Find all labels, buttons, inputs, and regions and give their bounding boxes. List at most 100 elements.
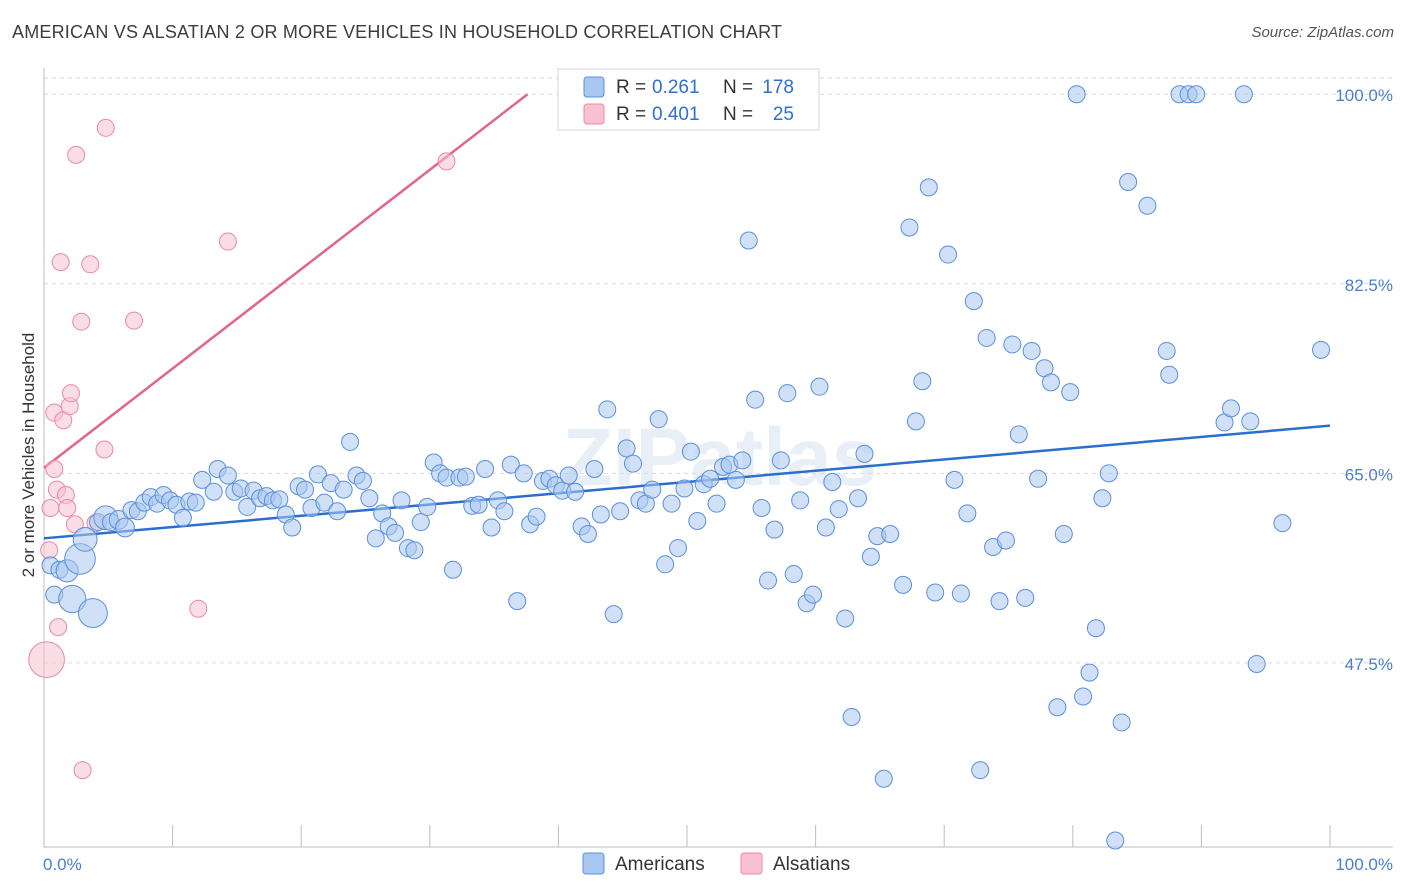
americans-point-177 [1273, 514, 1292, 533]
americans-point-149 [1016, 588, 1035, 607]
americans-point-115 [784, 565, 803, 584]
legend-alsatians-n-label: N = [723, 104, 753, 125]
americans-point-24 [193, 470, 212, 489]
legend-americans-n-value: 178 [762, 77, 794, 98]
americans-point-67 [476, 459, 495, 478]
americans-point-75 [527, 507, 546, 526]
americans-point-83 [578, 524, 597, 543]
americans-point-132 [900, 218, 919, 237]
legend-alsatians-n-value: 25 [773, 104, 794, 125]
alsatians-point-22 [189, 599, 208, 618]
americans-point-131 [894, 575, 913, 594]
americans-point-143 [977, 328, 996, 347]
alsatians-point-2 [41, 498, 60, 517]
americans-point-98 [675, 479, 694, 498]
americans-point-119 [810, 377, 829, 396]
americans-point-159 [1080, 663, 1099, 682]
legend-alsatians-r-label: R = [616, 104, 646, 125]
alsatians-point-19 [95, 440, 114, 459]
axes [43, 68, 1393, 848]
americans-point-70 [495, 502, 514, 521]
americans-point-66 [469, 495, 488, 514]
legend: R = 0.261 N = 178 R = 0.401 N = 25 [557, 68, 820, 131]
americans-point-160 [1086, 619, 1105, 638]
americans-point-135 [919, 178, 938, 197]
americans-point-45 [334, 480, 353, 499]
americans-point-120 [816, 518, 835, 537]
americans-point-7 [77, 598, 108, 629]
americans-point-113 [771, 451, 790, 470]
americans-point-84 [585, 459, 604, 478]
alsatians-point-20 [96, 118, 115, 137]
americans-point-151 [1029, 469, 1048, 488]
americans-point-41 [308, 465, 327, 484]
alsatians-point-0 [28, 641, 65, 678]
americans-point-50 [366, 529, 385, 548]
legend-americans-r-value: 0.261 [652, 77, 700, 98]
y-tick-label-3: 100.0% [1335, 86, 1393, 105]
americans-point-35 [270, 490, 289, 509]
americans-point-30 [238, 497, 257, 516]
americans-point-121 [823, 472, 842, 491]
americans-point-157 [1067, 85, 1086, 104]
alsatians-point-17 [81, 255, 100, 274]
americans-point-87 [604, 605, 623, 624]
x-tick-label-end: 100.0% [1335, 855, 1393, 874]
bottom-legend-swatch-alsatians [740, 852, 763, 875]
alsatians-point-6 [49, 618, 68, 637]
y-tick-labels: 47.5% 65.0% 82.5% 100.0% [1335, 86, 1393, 674]
americans-point-156 [1061, 383, 1080, 402]
legend-americans-n-label: N = [723, 77, 753, 98]
americans-point-110 [752, 498, 771, 517]
americans-point-176 [1247, 654, 1266, 673]
americans-point-133 [906, 412, 925, 431]
alsatians-point-12 [62, 384, 81, 403]
americans-point-141 [964, 292, 983, 311]
americans-point-93 [643, 480, 662, 499]
americans-point-106 [726, 470, 745, 489]
americans-point-6 [72, 527, 98, 552]
bottom-legend: Americans Alsatians [582, 852, 850, 875]
alsatians-point-7 [51, 253, 70, 272]
alsatians-point-1 [40, 541, 59, 560]
americans-point-108 [739, 231, 758, 250]
alsatians-point-10 [58, 498, 77, 517]
americans-point-54 [392, 491, 411, 510]
americans-point-58 [418, 497, 437, 516]
americans-point-102 [701, 469, 720, 488]
legend-alsatians-r-value: 0.401 [652, 104, 700, 125]
y-tick-label-1: 65.0% [1345, 465, 1393, 484]
americans-point-122 [829, 500, 848, 519]
americans-point-154 [1048, 698, 1067, 717]
americans-point-173 [1221, 399, 1240, 418]
americans-point-48 [353, 471, 372, 490]
americans-point-25 [204, 482, 223, 501]
americans-point-57 [411, 513, 430, 532]
americans-point-129 [874, 769, 893, 788]
americans-point-111 [759, 571, 778, 590]
americans-point-137 [939, 245, 958, 264]
bottom-legend-swatch-americans [582, 852, 605, 875]
legend-swatch-americans [583, 76, 605, 98]
americans-point-168 [1160, 365, 1179, 384]
americans-point-80 [559, 466, 578, 485]
americans-point-12 [115, 517, 135, 538]
americans-point-97 [668, 539, 687, 558]
americans-point-37 [283, 518, 302, 537]
y-tick-label-0: 47.5% [1345, 655, 1393, 674]
americans-point-139 [951, 584, 970, 603]
americans-point-27 [218, 466, 237, 485]
americans-point-72 [508, 592, 527, 611]
americans-point-56 [405, 541, 424, 560]
americans-point-158 [1074, 687, 1093, 706]
americans-point-116 [791, 491, 810, 510]
americans-point-85 [591, 505, 610, 524]
americans-point-161 [1093, 489, 1112, 508]
americans-point-62 [443, 560, 462, 579]
y-tick-label-2: 82.5% [1345, 276, 1393, 295]
americans-point-165 [1119, 172, 1138, 191]
americans-point-107 [733, 451, 752, 470]
americans-point-163 [1106, 831, 1125, 850]
alsatians-point-21 [125, 311, 144, 330]
